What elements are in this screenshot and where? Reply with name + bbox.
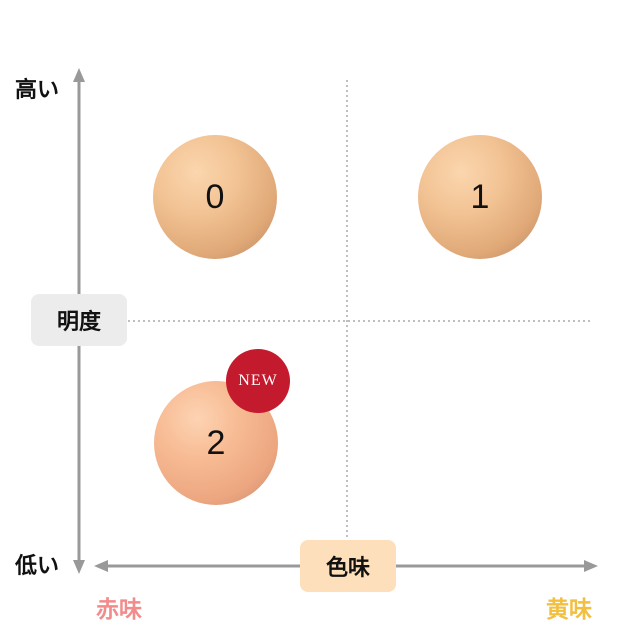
shade-0[interactable]: 0 bbox=[153, 135, 277, 259]
shade-label: 2 bbox=[206, 423, 226, 462]
brightness-low-label: 低い bbox=[15, 554, 60, 579]
reddish-label: 赤味 bbox=[96, 597, 142, 623]
hue-axis-label: 色味 bbox=[300, 540, 396, 592]
shade-label: 1 bbox=[470, 177, 490, 216]
brightness-high-label: 高い bbox=[15, 78, 60, 103]
arrow-left-icon bbox=[94, 560, 108, 572]
arrow-right-icon bbox=[584, 560, 598, 572]
arrow-up-icon bbox=[73, 68, 85, 82]
shade-label: 0 bbox=[205, 177, 225, 216]
yellowish-label: 黄味 bbox=[546, 597, 592, 623]
new-badge: NEW bbox=[226, 349, 290, 413]
arrow-down-icon bbox=[73, 560, 85, 574]
brightness-axis-label: 明度 bbox=[31, 294, 127, 346]
shade-1[interactable]: 1 bbox=[418, 135, 542, 259]
